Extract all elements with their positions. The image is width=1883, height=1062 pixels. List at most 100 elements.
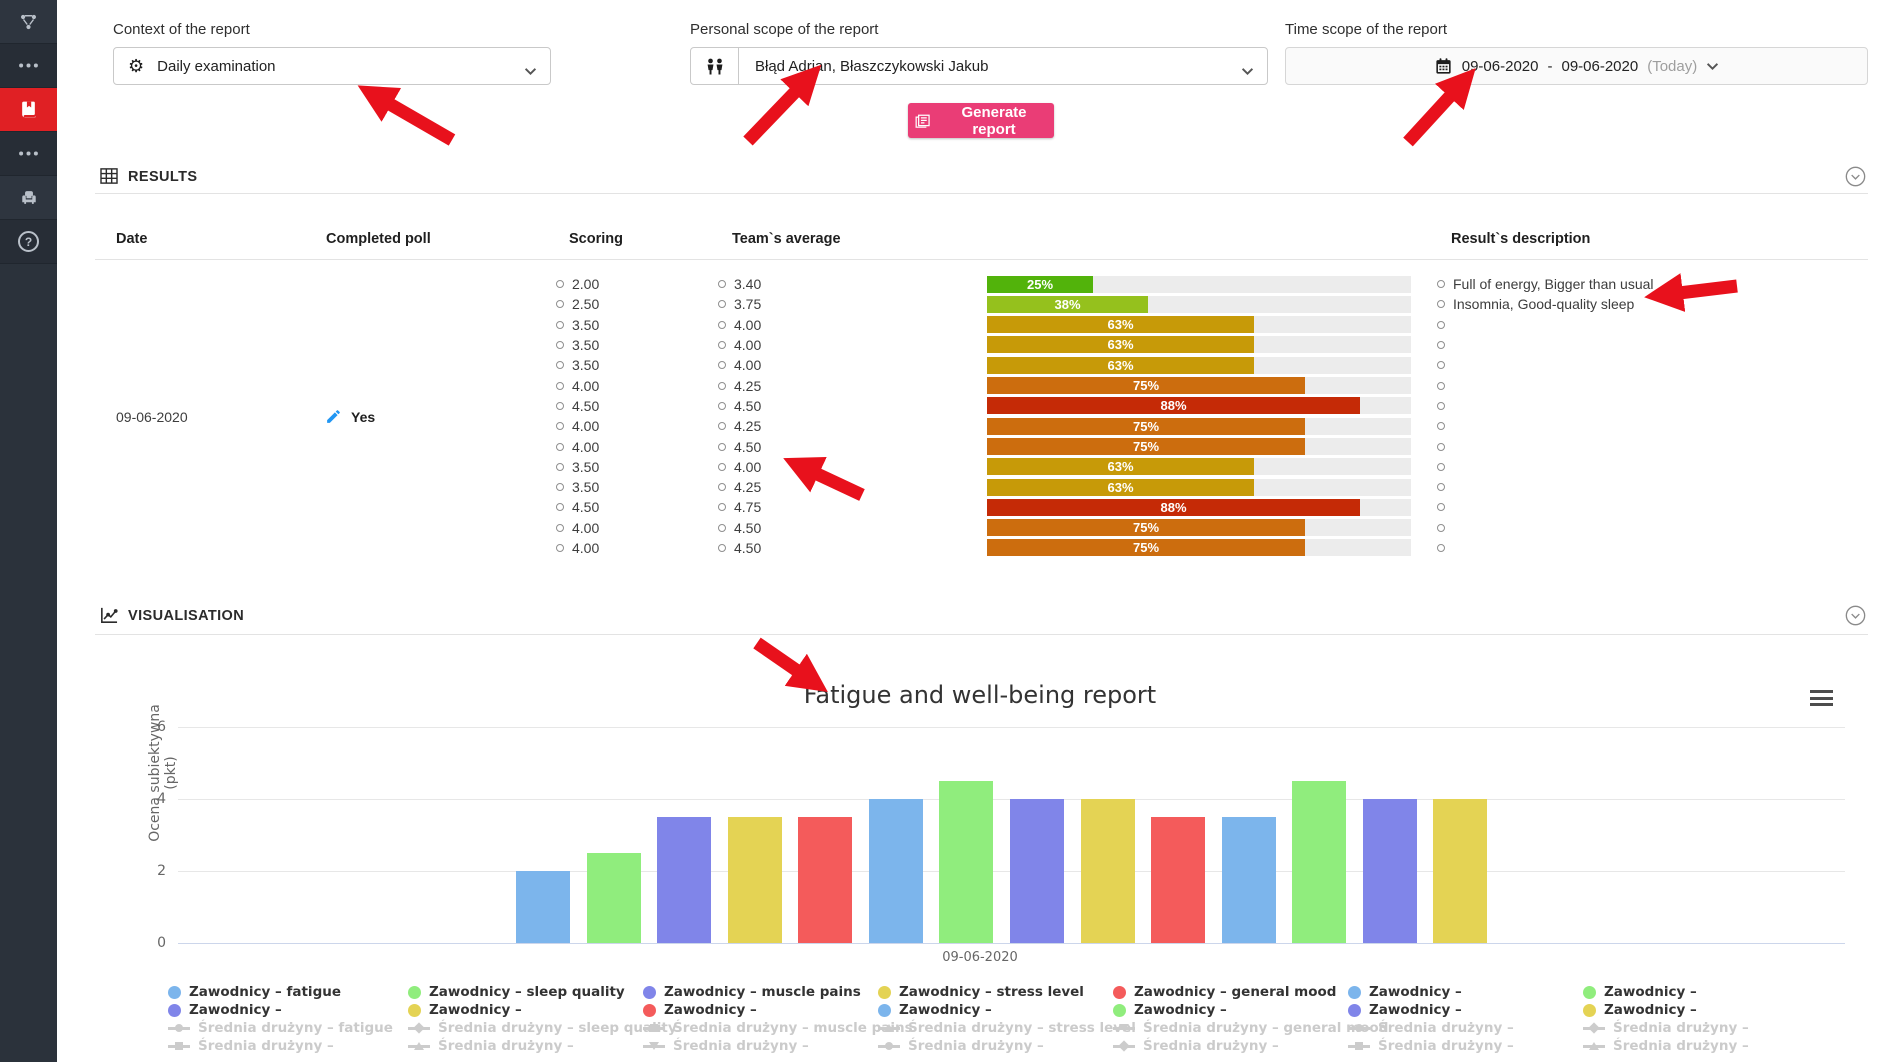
legend-label: Zawodnicy – muscle pains	[664, 984, 861, 1000]
generate-report-button[interactable]: Generate report	[908, 103, 1054, 138]
result-description	[1437, 497, 1453, 517]
collapse-visualisation-button[interactable]	[1845, 605, 1866, 631]
legend-label: Średnia drużyny –	[1378, 1020, 1514, 1036]
bullet-icon	[556, 523, 564, 532]
legend-item[interactable]: Średnia drużyny –	[643, 1037, 913, 1055]
legend-item[interactable]: Zawodnicy – sleep quality	[408, 983, 677, 1001]
sidebar-item-more-bottom[interactable]	[0, 132, 57, 176]
chart-menu-icon[interactable]	[1810, 690, 1833, 710]
legend-item[interactable]: Zawodnicy – stress level	[878, 983, 1136, 1001]
legend-item[interactable]: Zawodnicy – general mood	[1113, 983, 1388, 1001]
legend-item[interactable]: Średnia drużyny –	[1583, 1019, 1749, 1037]
legend-label: Zawodnicy –	[1369, 1002, 1462, 1018]
time-scope-select[interactable]: 09-06-2020 - 09-06-2020 (Today)	[1285, 47, 1868, 85]
legend-item[interactable]: Zawodnicy –	[1348, 983, 1514, 1001]
legend-label: Średnia drużyny –	[438, 1038, 574, 1054]
chart-bar	[516, 871, 570, 943]
date-cell: 09-06-2020	[116, 408, 188, 425]
results-table: 09-06-2020 Yes 2.00 3.40 25% Full of energy…	[95, 274, 1868, 559]
result-description	[1437, 396, 1453, 416]
sidebar-item-reports[interactable]	[0, 88, 57, 132]
scoring-value: 3.50	[556, 335, 599, 355]
legend-label: Średnia drużyny –	[1613, 1038, 1749, 1054]
sidebar-item-help[interactable]: ?	[0, 220, 57, 264]
bullet-icon	[718, 381, 726, 390]
collapse-results-button[interactable]	[1845, 166, 1866, 192]
bullet-icon	[1437, 300, 1445, 309]
visualisation-section-title: VISUALISATION	[128, 608, 245, 624]
legend-item[interactable]: Zawodnicy –	[1348, 1001, 1514, 1019]
sidebar-item-armchair[interactable]	[0, 176, 57, 220]
legend-item[interactable]: Zawodnicy –	[1583, 983, 1749, 1001]
legend-item[interactable]: Średnia drużyny – fatigue	[168, 1019, 393, 1037]
sidebar-item-org-chart[interactable]	[0, 0, 57, 44]
triangle-marker-icon	[1583, 1039, 1605, 1053]
date-today-suffix: (Today)	[1647, 57, 1698, 75]
legend-label: Średnia drużyny –	[908, 1038, 1044, 1054]
legend-item[interactable]: Średnia drużyny –	[1113, 1037, 1388, 1055]
legend-dot-icon	[1583, 985, 1596, 999]
chart-bar	[1080, 799, 1135, 943]
scoring-value: 4.50	[556, 396, 599, 416]
result-description	[1437, 315, 1453, 335]
legend-item[interactable]: Średnia drużyny –	[1348, 1019, 1514, 1037]
team-average-value: 4.50	[718, 436, 761, 456]
diamond-marker-icon	[1583, 1021, 1605, 1035]
progress-track: 75%	[987, 519, 1411, 537]
legend-item[interactable]: Średnia drużyny –	[408, 1037, 677, 1055]
legend-item[interactable]: Średnia drużyny –	[878, 1037, 1136, 1055]
context-select[interactable]: ⚙ Daily examination	[113, 47, 551, 85]
bullet-icon	[556, 341, 564, 350]
bullet-icon	[718, 280, 726, 289]
legend-item[interactable]: Średnia drużyny –	[1348, 1037, 1514, 1055]
chart-bar	[586, 853, 641, 943]
bullet-icon	[718, 503, 726, 512]
legend-column: Zawodnicy – muscle pains Zawodnicy – Średn…	[643, 983, 913, 1055]
pencil-icon[interactable]	[325, 408, 342, 425]
legend-item[interactable]: Zawodnicy –	[643, 1001, 913, 1019]
legend-column: Zawodnicy – stress level Zawodnicy – Średn…	[878, 983, 1136, 1055]
scoring-value: 4.00	[556, 538, 599, 558]
legend-label: Średnia drużyny –	[1613, 1020, 1749, 1036]
legend-item[interactable]: Średnia drużyny – muscle pains	[643, 1019, 913, 1037]
square-marker-icon	[168, 1039, 190, 1053]
legend-item[interactable]: Średnia drużyny – stress level	[878, 1019, 1136, 1037]
result-description: Insomnia, Good-quality sleep	[1437, 294, 1634, 314]
result-row: 4.50 4.75 88%	[95, 497, 1868, 517]
personal-scope-select[interactable]: Błąd Adrian, Błaszczykowski Jakub	[690, 47, 1268, 85]
progress-track: 38%	[987, 295, 1411, 313]
legend-item[interactable]: Zawodnicy –	[878, 1001, 1136, 1019]
legend-label: Średnia drużyny – fatigue	[198, 1020, 393, 1036]
bullet-icon	[556, 462, 564, 471]
progress-bar: 75%	[987, 539, 1305, 557]
legend-item[interactable]: Średnia drużyny – general mood	[1113, 1019, 1388, 1037]
completed-poll-value: Yes	[351, 408, 376, 425]
legend-item[interactable]: Średnia drużyny –	[1583, 1037, 1749, 1055]
legend-label: Zawodnicy – stress level	[899, 984, 1084, 1000]
result-description	[1437, 355, 1453, 375]
legend-item[interactable]: Zawodnicy – muscle pains	[643, 983, 913, 1001]
chevron-down-icon	[1241, 63, 1254, 80]
legend-item[interactable]: Zawodnicy –	[168, 1001, 393, 1019]
legend-item[interactable]: Średnia drużyny – sleep quality	[408, 1019, 677, 1037]
chart-bar	[1151, 817, 1206, 943]
gridline	[178, 727, 1845, 728]
armchair-icon	[19, 188, 39, 207]
progress-track: 75%	[987, 417, 1411, 435]
team-average-value: 4.00	[718, 457, 761, 477]
legend-item[interactable]: Zawodnicy – fatigue	[168, 983, 393, 1001]
bullet-icon	[718, 483, 726, 492]
legend-item[interactable]: Zawodnicy –	[1583, 1001, 1749, 1019]
bullet-icon	[556, 544, 564, 553]
legend-item[interactable]: Średnia drużyny –	[168, 1037, 393, 1055]
calendar-icon	[1434, 57, 1453, 76]
legend-item[interactable]: Zawodnicy –	[408, 1001, 677, 1019]
progress-bar: 75%	[987, 519, 1305, 537]
legend-item[interactable]: Zawodnicy –	[1113, 1001, 1388, 1019]
sidebar-item-more-top[interactable]	[0, 44, 57, 88]
completed-poll-cell: Yes	[325, 274, 375, 559]
legend-dot-icon	[1583, 1003, 1596, 1017]
bullet-icon	[556, 280, 564, 289]
bullet-icon	[1437, 341, 1445, 350]
legend-label: Zawodnicy –	[899, 1002, 992, 1018]
